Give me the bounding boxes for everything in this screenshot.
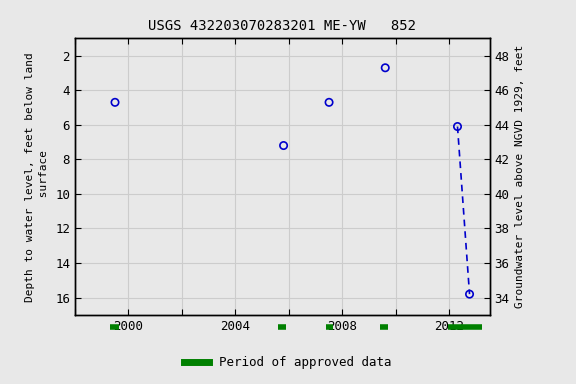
Y-axis label: Groundwater level above NGVD 1929, feet: Groundwater level above NGVD 1929, feet (515, 45, 525, 308)
Point (381, 65, 390, 71)
Title: USGS 432203070283201 ME-YW   852: USGS 432203070283201 ME-YW 852 (148, 19, 416, 33)
Point (465, 291, 474, 297)
Legend: Period of approved data: Period of approved data (179, 351, 397, 374)
Point (324, 99, 334, 106)
Point (453, 124, 462, 130)
Point (279, 142, 288, 149)
Y-axis label: Depth to water level, feet below land
 surface: Depth to water level, feet below land su… (25, 52, 50, 301)
Point (111, 99, 120, 106)
